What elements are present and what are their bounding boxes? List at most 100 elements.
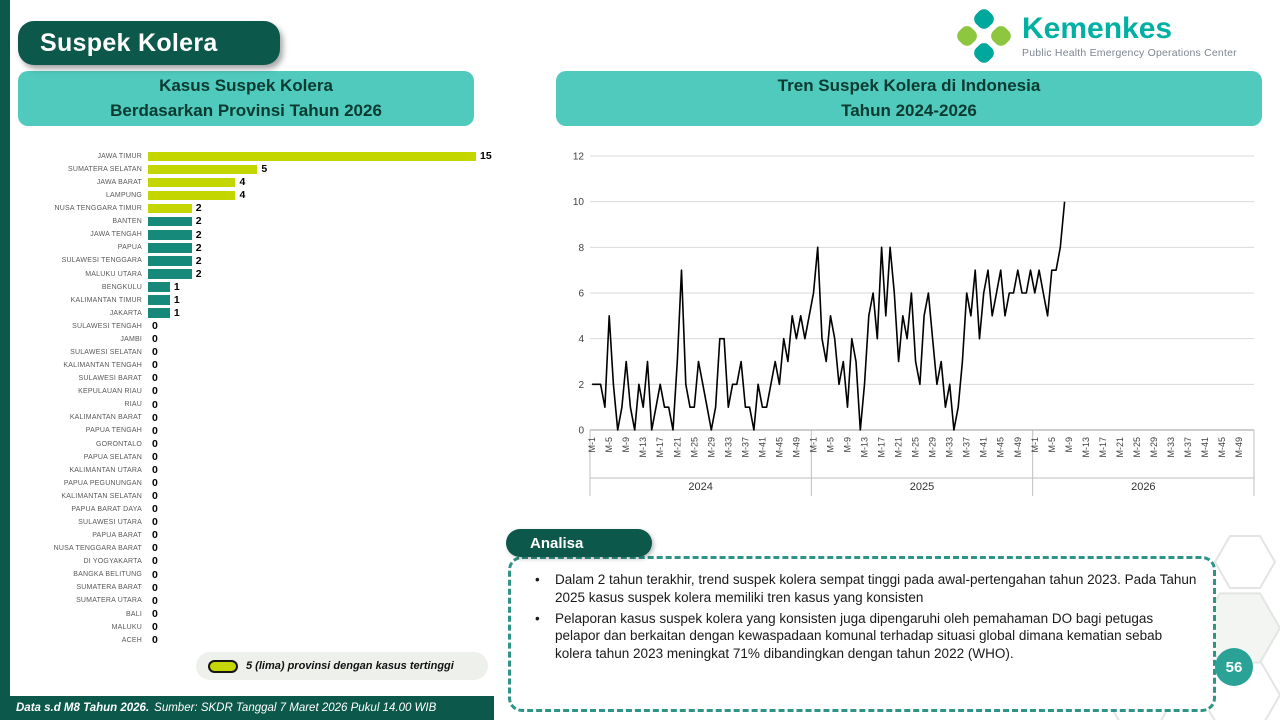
bar-track: 2 xyxy=(148,255,494,268)
bar-track: 0 xyxy=(148,516,494,529)
bar-track: 0 xyxy=(148,359,494,372)
province-label: JAWA TENGAH xyxy=(90,231,142,239)
province-label: SULAWESI TENGAH xyxy=(72,322,142,330)
bar-row: KALIMANTAN TENGAH 0 xyxy=(18,359,494,372)
bar-row: KEPULAUAN RIAU 0 xyxy=(18,385,494,398)
logo-text: Kemenkes Public Health Emergency Operati… xyxy=(1022,13,1237,59)
svg-text:M-1: M-1 xyxy=(1030,437,1040,453)
legend-label: 5 (lima) provinsi dengan kasus tertinggi xyxy=(246,660,454,672)
svg-text:M-21: M-21 xyxy=(1115,437,1125,458)
province-label: KALIMANTAN UTARA xyxy=(69,466,142,474)
bar-row: SUMATERA SELATAN 5 xyxy=(18,163,494,176)
bar-track: 4 xyxy=(148,176,494,189)
bar-track: 0 xyxy=(148,582,494,595)
bar-row: ACEH 0 xyxy=(18,634,494,647)
bar-row: KALIMANTAN SELATAN 0 xyxy=(18,490,494,503)
bar-track: 0 xyxy=(148,438,494,451)
bar-row: BALI 0 xyxy=(18,608,494,621)
province-label: BANTEN xyxy=(112,218,142,226)
province-label: SUMATERA BARAT xyxy=(76,584,142,592)
province-bar xyxy=(148,269,192,279)
bar-track: 1 xyxy=(148,307,494,320)
bar-row: PAPUA SELATAN 0 xyxy=(18,451,494,464)
svg-text:M-45: M-45 xyxy=(774,437,784,458)
svg-text:M-17: M-17 xyxy=(877,437,887,458)
analysis-bullet: Dalam 2 tahun terakhir, trend suspek kol… xyxy=(529,571,1199,607)
bar-row: JAMBI 0 xyxy=(18,333,494,346)
province-bar xyxy=(148,295,170,305)
svg-text:M-33: M-33 xyxy=(723,437,733,458)
province-label: SULAWESI BARAT xyxy=(78,375,142,383)
bar-track: 0 xyxy=(148,320,494,333)
bar-track: 1 xyxy=(148,294,494,307)
province-bar xyxy=(148,282,170,292)
province-label: KALIMANTAN TIMUR xyxy=(70,296,142,304)
province-label: LAMPUNG xyxy=(105,192,142,200)
left-chart-title-line2: Berdasarkan Provinsi Tahun 2026 xyxy=(110,100,382,120)
province-value: 0 xyxy=(152,490,158,503)
province-value: 2 xyxy=(195,215,202,228)
right-chart-title-line2: Tahun 2024-2026 xyxy=(841,100,977,120)
bar-row: LAMPUNG 4 xyxy=(18,189,494,202)
svg-text:M-37: M-37 xyxy=(962,437,972,458)
kemenkes-logo-icon xyxy=(957,9,1011,63)
svg-text:M-45: M-45 xyxy=(1217,437,1227,458)
svg-text:M-1: M-1 xyxy=(587,437,597,453)
province-label: KALIMANTAN TENGAH xyxy=(63,362,142,370)
bar-track: 0 xyxy=(148,372,494,385)
analysis-box: Dalam 2 tahun terakhir, trend suspek kol… xyxy=(508,556,1216,712)
bar-row: BANTEN 2 xyxy=(18,215,494,228)
bar-track: 0 xyxy=(148,385,494,398)
province-value: 0 xyxy=(152,607,158,620)
bar-track: 0 xyxy=(148,542,494,555)
left-chart-title-line1: Kasus Suspek Kolera xyxy=(159,75,333,95)
province-label: BENGKULU xyxy=(101,283,142,291)
bar-track: 2 xyxy=(148,268,494,281)
bar-track: 2 xyxy=(148,215,494,228)
svg-text:0: 0 xyxy=(578,426,584,437)
svg-text:M-41: M-41 xyxy=(1200,437,1210,458)
svg-text:M-29: M-29 xyxy=(706,437,716,458)
province-value: 0 xyxy=(152,594,158,607)
svg-text:2: 2 xyxy=(578,380,584,391)
province-label: SULAWESI UTARA xyxy=(78,518,142,526)
analysis-bullet-list: Dalam 2 tahun terakhir, trend suspek kol… xyxy=(529,571,1199,663)
svg-text:M-13: M-13 xyxy=(638,437,648,458)
footer-source-label: Sumber: SKDR Tanggal 7 Maret 2026 Pukul … xyxy=(154,702,437,714)
svg-text:M-13: M-13 xyxy=(860,437,870,458)
province-bar xyxy=(148,230,192,240)
province-bar xyxy=(148,308,170,318)
footer-bar: Data s.d M8 Tahun 2026. Sumber: SKDR Tan… xyxy=(0,696,494,720)
province-value: 1 xyxy=(173,280,180,293)
bar-track: 0 xyxy=(148,464,494,477)
province-bar xyxy=(148,177,236,188)
svg-text:2025: 2025 xyxy=(910,481,934,493)
bar-track: 0 xyxy=(148,608,494,621)
province-label: NUSA TENGGARA BARAT xyxy=(53,545,142,553)
province-value: 0 xyxy=(152,372,158,385)
province-value: 0 xyxy=(152,437,158,450)
province-bar-chart: JAWA TIMUR 15 SUMATERA SELATAN 5 JAWA BARAT 4… xyxy=(18,150,494,647)
bar-row: SUMATERA UTARA 0 xyxy=(18,595,494,608)
bar-track: 0 xyxy=(148,503,494,516)
svg-text:M-5: M-5 xyxy=(604,437,614,453)
bar-row: SUMATERA BARAT 0 xyxy=(18,582,494,595)
province-value: 4 xyxy=(239,189,246,202)
province-label: BALI xyxy=(126,610,142,618)
province-value: 4 xyxy=(239,176,246,189)
svg-text:M-25: M-25 xyxy=(911,437,921,458)
bar-row: PAPUA BARAT DAYA 0 xyxy=(18,503,494,516)
svg-text:M-29: M-29 xyxy=(1149,437,1159,458)
province-value: 0 xyxy=(152,450,158,463)
bar-row: BANGKA BELITUNG 0 xyxy=(18,569,494,582)
province-bar xyxy=(148,243,192,253)
bar-row: NUSA TENGGARA BARAT 0 xyxy=(18,542,494,555)
footer-data-label: Data s.d M8 Tahun 2026. xyxy=(16,702,150,714)
bar-chart-legend: 5 (lima) provinsi dengan kasus tertinggi xyxy=(196,652,488,680)
province-value: 5 xyxy=(261,163,268,176)
province-bar xyxy=(148,151,476,162)
bar-row: GORONTALO 0 xyxy=(18,438,494,451)
province-value: 0 xyxy=(152,385,158,398)
province-label: SUMATERA UTARA xyxy=(76,597,142,605)
left-edge-strip xyxy=(0,0,10,720)
